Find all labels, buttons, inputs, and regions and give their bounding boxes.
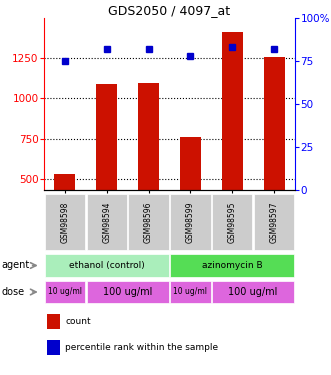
Bar [87, 281, 169, 303]
Bar [45, 254, 169, 277]
Bar [212, 281, 294, 303]
Text: 100 ug/ml: 100 ug/ml [103, 287, 152, 297]
Text: 10 ug/ml: 10 ug/ml [48, 288, 82, 297]
Bar [254, 194, 294, 250]
Bar [55, 174, 75, 190]
Bar [212, 194, 253, 250]
Bar [263, 57, 285, 190]
Text: ethanol (control): ethanol (control) [69, 261, 145, 270]
Bar [96, 84, 117, 190]
Text: azinomycin B: azinomycin B [202, 261, 262, 270]
Bar [47, 340, 60, 355]
Bar [45, 194, 85, 250]
Text: agent: agent [2, 261, 30, 270]
Bar [47, 314, 60, 329]
Title: GDS2050 / 4097_at: GDS2050 / 4097_at [109, 4, 231, 17]
Bar [170, 281, 211, 303]
Bar [45, 281, 85, 303]
Text: 10 ug/ml: 10 ug/ml [173, 288, 208, 297]
Bar [170, 194, 211, 250]
Text: GSM98598: GSM98598 [61, 201, 70, 243]
Bar [138, 83, 159, 190]
Text: dose: dose [2, 287, 25, 297]
Text: GSM98597: GSM98597 [269, 201, 279, 243]
Text: GSM98595: GSM98595 [228, 201, 237, 243]
Text: 100 ug/ml: 100 ug/ml [228, 287, 278, 297]
Bar [222, 33, 243, 190]
Text: count: count [65, 317, 91, 326]
Bar [170, 254, 294, 277]
Bar [180, 137, 201, 190]
Text: GSM98599: GSM98599 [186, 201, 195, 243]
Bar [128, 194, 169, 250]
Text: GSM98594: GSM98594 [102, 201, 111, 243]
Bar [87, 194, 127, 250]
Text: percentile rank within the sample: percentile rank within the sample [65, 343, 218, 352]
Text: GSM98596: GSM98596 [144, 201, 153, 243]
